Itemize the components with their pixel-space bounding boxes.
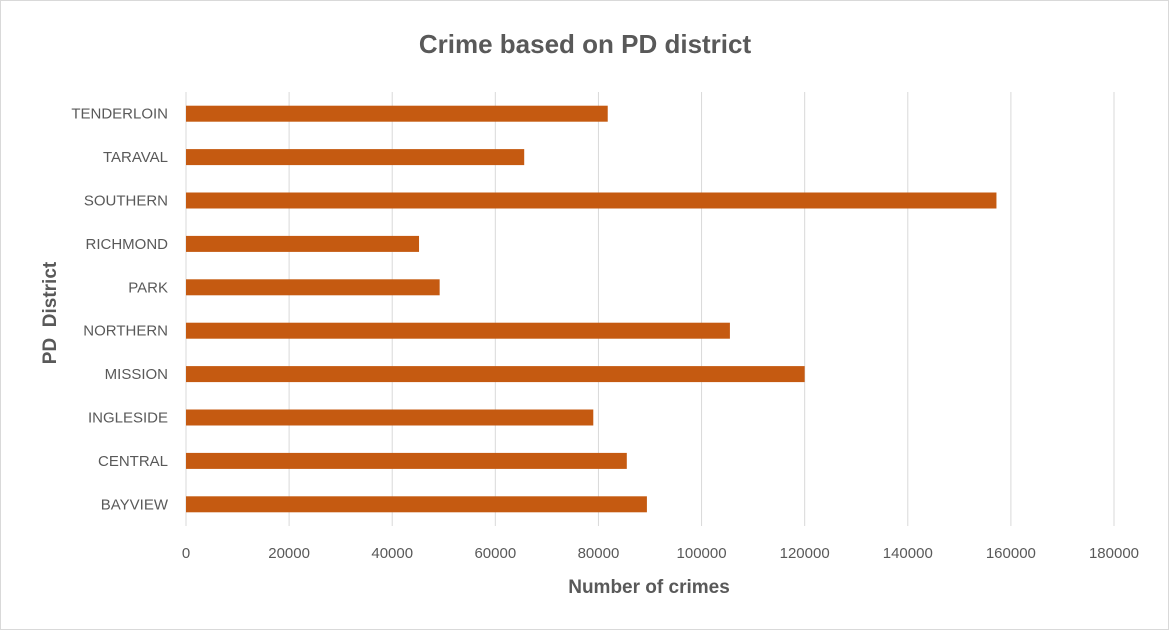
bars <box>186 105 997 513</box>
x-axis-title: Number of crimes <box>568 577 730 598</box>
category-label-central: CENTRAL <box>98 453 168 470</box>
category-label-taraval: TARAVAL <box>103 149 168 166</box>
bar-southern <box>186 192 997 209</box>
x-tick-label: 120000 <box>780 545 830 562</box>
bar-northern <box>186 322 730 339</box>
bar-central <box>186 452 627 469</box>
bar-bayview <box>186 496 647 513</box>
category-label-tenderloin: TENDERLOIN <box>71 106 168 123</box>
bar-mission <box>186 366 805 383</box>
category-label-mission: MISSION <box>105 366 168 383</box>
y-axis-category-labels: BAYVIEW CENTRAL INGLESIDE MISSION NORTHERN PA… <box>71 106 169 514</box>
x-tick-label: 80000 <box>578 545 620 562</box>
category-label-park: PARK <box>128 279 168 296</box>
bar-ingleside <box>186 409 594 426</box>
category-label-southern: SOUTHERN <box>84 193 168 210</box>
x-tick-label: 20000 <box>268 545 310 562</box>
x-axis-tick-labels: 0 20000 40000 60000 80000 100000 120000 140000 1… <box>182 545 1139 562</box>
x-tick-label: 100000 <box>677 545 727 562</box>
bar-tenderloin <box>186 105 608 122</box>
category-label-bayview: BAYVIEW <box>101 496 169 513</box>
bar-richmond <box>186 235 420 252</box>
category-label-richmond: RICHMOND <box>86 236 169 253</box>
x-tick-label: 60000 <box>474 545 516 562</box>
x-tick-label: 140000 <box>883 545 933 562</box>
x-tick-label: 40000 <box>371 545 413 562</box>
x-tick-label: 0 <box>182 545 190 562</box>
category-label-ingleside: INGLESIDE <box>88 410 168 427</box>
category-label-northern: NORTHERN <box>83 323 168 340</box>
x-tick-label: 160000 <box>986 545 1036 562</box>
y-axis-title: PD District <box>40 261 61 364</box>
x-tick-label: 180000 <box>1089 545 1139 562</box>
chart-title: Crime based on PD district <box>419 29 752 59</box>
bar-park <box>186 279 440 296</box>
bar-taraval <box>186 149 525 166</box>
